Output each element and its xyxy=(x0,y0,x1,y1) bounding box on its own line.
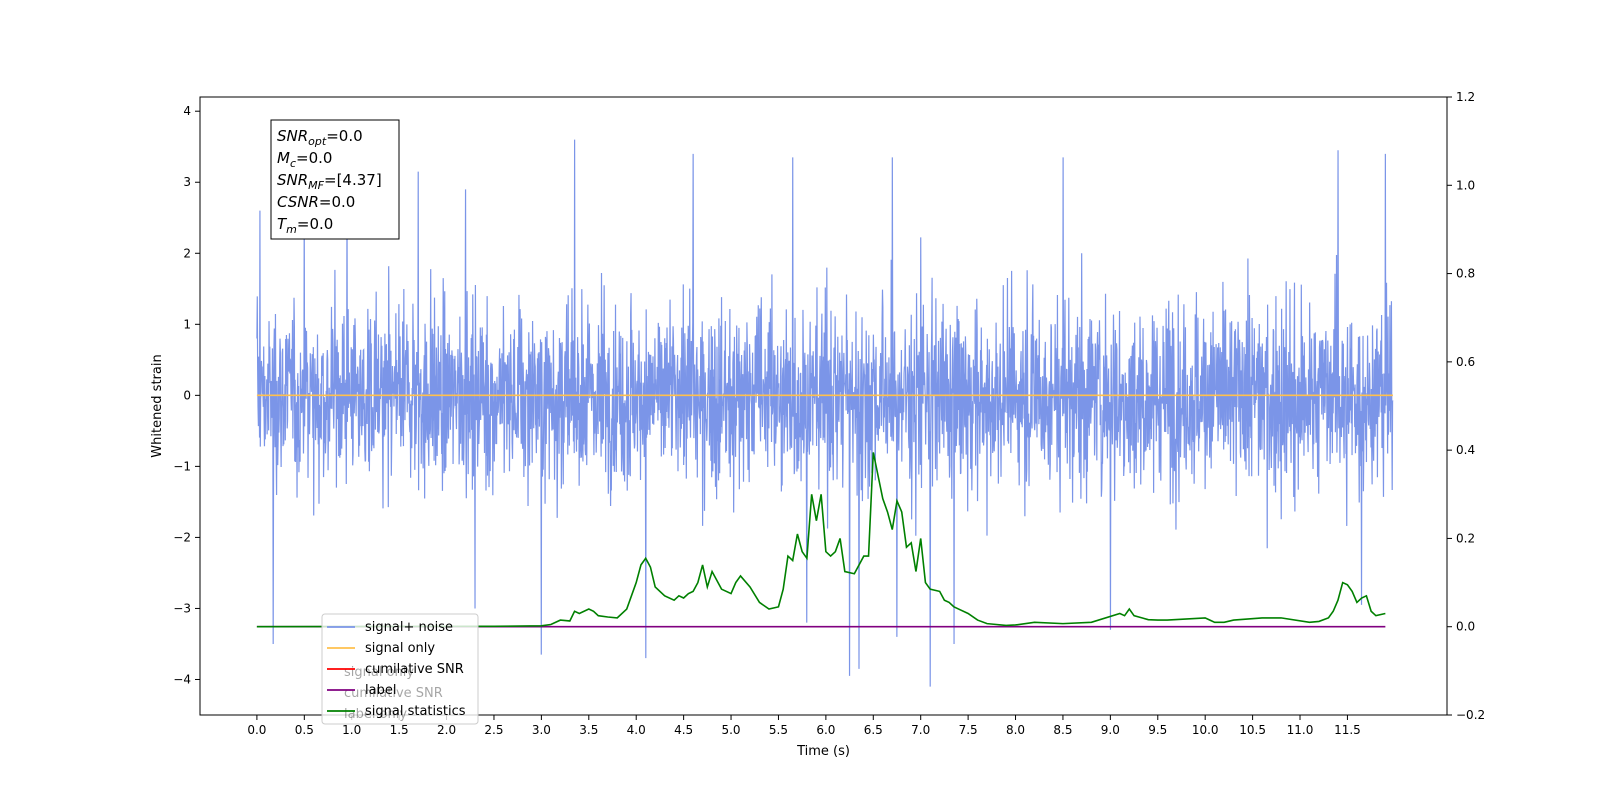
x-tick-label: 0.5 xyxy=(295,723,314,737)
x-tick-label: 0.0 xyxy=(247,723,266,737)
y-tick-label: 1 xyxy=(183,317,191,331)
axes-frame xyxy=(199,96,1448,716)
x-tick-label: 4.5 xyxy=(674,723,693,737)
y-tick-label: −2 xyxy=(173,530,191,544)
y-tick-label: 2 xyxy=(183,246,191,260)
x-tick-label: 9.5 xyxy=(1148,723,1167,737)
x-tick-label: 10.5 xyxy=(1239,723,1266,737)
x-tick-label: 10.0 xyxy=(1192,723,1219,737)
y2-tick-label: 1.0 xyxy=(1456,178,1475,192)
x-tick-label: 5.0 xyxy=(721,723,740,737)
legend-ghost-text: label only xyxy=(344,707,407,722)
x-tick-label: 2.0 xyxy=(437,723,456,737)
y2-tick-label: 0.4 xyxy=(1456,443,1475,457)
y-tick-label: 4 xyxy=(183,104,191,118)
annotation-line: SNRMF=[4.37] xyxy=(277,171,382,192)
legend-entry-label: signal only xyxy=(365,641,435,656)
y2-tick-label: 0.6 xyxy=(1456,355,1475,369)
legend-entry-label: signal+ noise xyxy=(365,620,453,635)
y2-tick-label: 0.0 xyxy=(1456,620,1475,634)
x-tick-label: 7.0 xyxy=(911,723,930,737)
legend-frame xyxy=(321,613,479,725)
legend-ghost-text: cumilative SNR xyxy=(344,686,443,701)
x-tick-label: 8.0 xyxy=(1006,723,1025,737)
y-axis-label: Whitened strain xyxy=(150,354,165,457)
x-tick-label: 5.5 xyxy=(769,723,788,737)
y-tick-label: 0 xyxy=(183,388,191,402)
y2-axis-ticks: −0.2 0.0 0.2 0.4 0.6 0.8 1.0 1.2 xyxy=(1447,90,1485,722)
y-tick-label: 3 xyxy=(183,175,191,189)
legend-entry-label: label xyxy=(365,683,396,698)
y-axis-ticks: −4 −3 −2 −1 0 1 2 3 4 xyxy=(173,104,200,686)
y-tick-label: −4 xyxy=(173,672,191,686)
legend-ghost-text: signal only xyxy=(344,665,414,680)
annotation-line: CSNR=0.0 xyxy=(277,193,355,211)
x-tick-label: 2.5 xyxy=(484,723,503,737)
x-tick-label: 9.0 xyxy=(1101,723,1120,737)
annotation-line: Mc=0.0 xyxy=(277,149,332,170)
x-tick-label: 11.5 xyxy=(1334,723,1361,737)
x-tick-label: 7.5 xyxy=(959,723,978,737)
signal-statistics-line xyxy=(256,452,1386,628)
y2-tick-label: 0.8 xyxy=(1456,267,1475,281)
signal-noise-series xyxy=(256,139,1394,687)
x-axis-label: Time (s) xyxy=(796,744,850,759)
x-axis-ticks: 0.0 0.5 1.0 1.5 2.0 2.5 3.0 3.5 4.0 4.5 5.0 5.5 6.0 6… xyxy=(247,715,1361,737)
annotation-frame xyxy=(270,119,400,240)
y2-tick-label: 1.2 xyxy=(1456,90,1475,104)
legend-entry-label: signal statistics xyxy=(365,704,466,719)
annotation-line: Tm=0.0 xyxy=(277,215,333,236)
x-tick-label: 8.5 xyxy=(1053,723,1072,737)
x-tick-label: 6.0 xyxy=(816,723,835,737)
annotation-line: SNRopt=0.0 xyxy=(277,127,363,148)
x-tick-label: 4.0 xyxy=(627,723,646,737)
y2-tick-label: 0.2 xyxy=(1456,531,1475,545)
y-tick-label: −1 xyxy=(173,459,191,473)
legend-entry-label: cumilative SNR xyxy=(365,662,464,677)
x-tick-label: 1.5 xyxy=(390,723,409,737)
y2-tick-label: −0.2 xyxy=(1456,708,1485,722)
x-tick-label: 3.5 xyxy=(579,723,598,737)
y-tick-label: −3 xyxy=(173,601,191,615)
signal-noise-line xyxy=(256,139,1394,687)
x-tick-label: 1.0 xyxy=(342,723,361,737)
x-tick-label: 3.0 xyxy=(532,723,551,737)
x-tick-label: 6.5 xyxy=(864,723,883,737)
x-tick-label: 11.0 xyxy=(1287,723,1314,737)
